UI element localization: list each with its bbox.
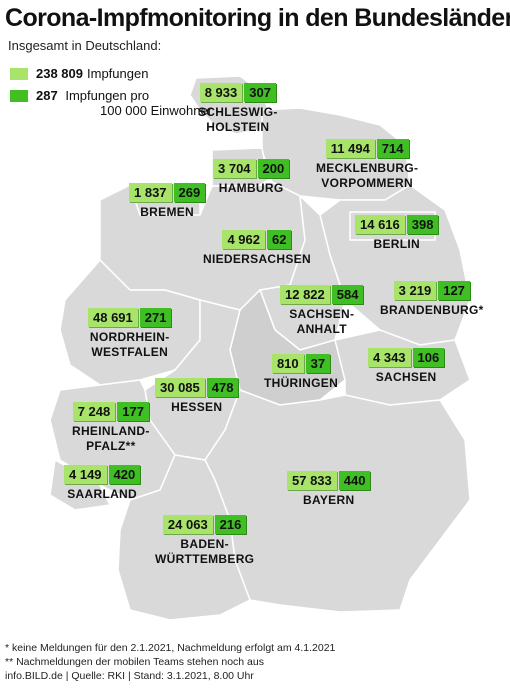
total-badge: 14 616 [355,215,405,234]
state-name: HAMBURG [218,181,284,195]
per100k-badge: 216 [214,515,247,534]
total-badge: 3 219 [393,281,437,300]
per100k-badge: 478 [206,378,239,397]
state-saarland: 4 149 420 SAARLAND [64,465,141,502]
state-name: MECKLENBURG- VORPOMMERN [316,161,419,190]
legend-total-label: Impfungen [87,66,149,81]
total-badge: 1 837 [129,183,172,202]
state-name: NORDRHEIN- WESTFALEN [89,330,170,359]
legend-total: 238 809 Impfungen [10,66,148,81]
state-name: THÜRINGEN [264,376,339,390]
state-sachsen: 4 343 106 SACHSEN [368,348,445,385]
total-badge: 4 962 [222,230,265,249]
legend-per100k-value: 287 [36,88,58,103]
per100k-badge: 37 [305,354,331,373]
state-mecklenburg-vorpommern: 11 494 714 MECKLENBURG- VORPOMMERN [316,139,418,191]
state-name: HESSEN [171,400,223,414]
state-hessen: 30 085 478 HESSEN [155,378,239,415]
total-badge: 11 494 [325,139,375,158]
state-sachsen-anhalt: 12 822 584 SACHSEN- ANHALT [280,285,364,337]
total-badge: 4 343 [368,348,411,367]
state-hamburg: 3 704 200 HAMBURG [213,159,290,196]
legend-total-value: 238 809 [36,66,83,81]
footnote-rheinland-pfalz: ** Nachmeldungen der mobilen Teams stehe… [5,656,264,668]
state-name: SACHSEN [375,370,437,384]
state-shape-baden-wuerttemberg [117,454,251,621]
state-baden-wuerttemberg: 24 063 216 BADEN- WÜRTTEMBERG [155,515,254,567]
per100k-badge: 420 [108,465,141,484]
state-bayern: 57 833 440 BAYERN [287,471,371,508]
total-badge: 48 691 [88,308,138,327]
state-thueringen: 810 37 THÜRINGEN [264,354,338,391]
page-title: Corona-Impfmonitoring in den Bundeslände… [5,4,510,32]
legend-swatch-per100k [10,90,28,102]
legend-per100k-label-line2: 100 000 Einwohner [100,103,213,118]
total-badge: 12 822 [280,285,330,304]
total-badge: 4 149 [64,465,107,484]
state-brandenburg: 3 219 127 BRANDENBURG* [380,281,484,318]
per100k-badge: 584 [331,285,364,304]
state-name: SACHSEN- ANHALT [289,307,355,336]
per100k-badge: 271 [139,308,172,327]
per100k-badge: 106 [412,348,445,367]
per100k-badge: 714 [376,139,409,158]
total-badge: 810 [271,354,304,373]
total-badge: 30 085 [155,378,205,397]
total-badge: 3 704 [213,159,256,178]
total-badge: 57 833 [287,471,337,490]
footnotes: * keine Meldungen für den 2.1.2021, Nach… [5,641,335,683]
state-name: BAYERN [303,493,355,507]
per100k-badge: 177 [117,402,149,421]
per100k-badge: 269 [173,183,206,202]
state-name: BREMEN [140,205,195,219]
state-name: BADEN- WÜRTTEMBERG [155,537,255,566]
state-name: NIEDERSACHSEN [203,252,311,266]
per100k-badge: 200 [257,159,290,178]
per100k-badge: 398 [406,215,439,234]
state-berlin: 14 616 398 BERLIN [355,215,439,252]
legend-per100k: 287 Impfungen pro 100 000 Einwohner [10,88,212,118]
state-rheinland-pfalz: 7 248 177 RHEINLAND- PFALZ** [72,402,150,454]
total-badge: 8 933 [199,83,243,102]
state-bremen: 1 837 269 BREMEN [129,183,206,220]
total-badge: 7 248 [72,402,116,421]
state-niedersachsen: 4 962 62 NIEDERSACHSEN [203,230,311,267]
per100k-badge: 307 [244,83,276,102]
legend-swatch-total [10,68,28,80]
state-nordrhein-westfalen: 48 691 271 NORDRHEIN- WESTFALEN [88,308,172,360]
source-line: info.BILD.de | Quelle: RKI | Stand: 3.1.… [5,670,254,682]
state-name: BERLIN [373,237,420,251]
legend-per100k-label: Impfungen pro [65,88,150,103]
state-name: BRANDENBURG* [380,303,484,317]
state-name: SAARLAND [67,487,137,501]
footnote-brandenburg: * keine Meldungen für den 2.1.2021, Nach… [5,642,336,654]
state-schleswig-holstein: 8 933 307 SCHLESWIG- HOLSTEIN [198,83,278,135]
total-badge: 24 063 [162,515,213,534]
state-name: SCHLESWIG- HOLSTEIN [198,105,278,134]
page-subtitle: Insgesamt in Deutschland: [8,38,162,53]
per100k-badge: 127 [438,281,470,300]
per100k-badge: 440 [338,471,371,490]
per100k-badge: 62 [267,230,292,249]
state-name: RHEINLAND- PFALZ** [72,424,150,453]
